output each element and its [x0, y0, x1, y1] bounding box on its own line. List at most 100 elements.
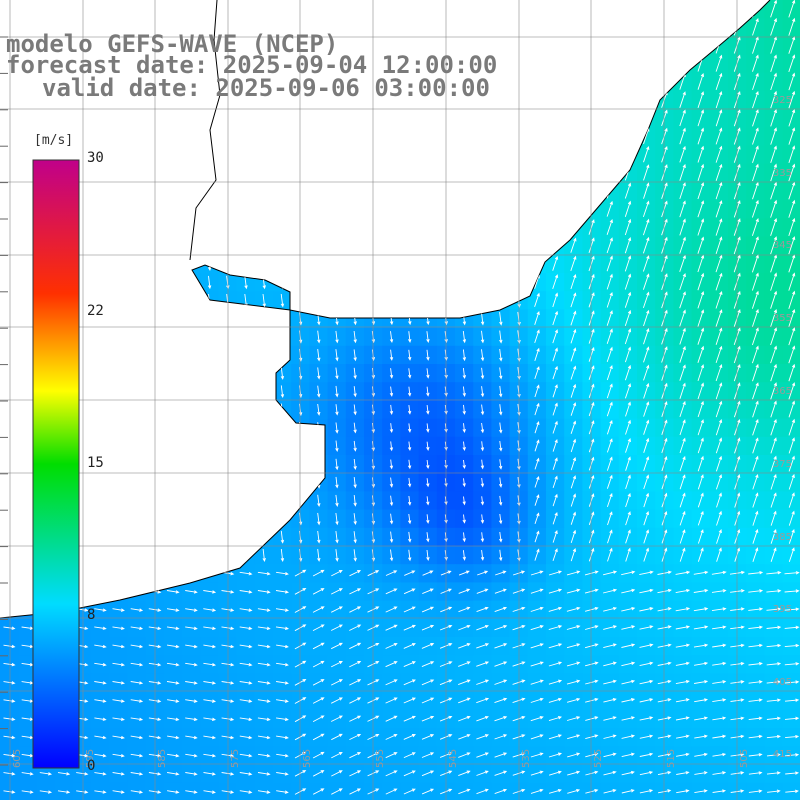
colorbar-tick-30: 30 — [87, 150, 104, 166]
wind-arrow — [643, 492, 650, 508]
speed-cell — [691, 546, 711, 565]
speed-cell — [582, 673, 602, 693]
wind-arrow — [389, 495, 394, 507]
speed-cell — [618, 455, 638, 474]
wind-arrow — [203, 699, 217, 703]
wind-arrow — [606, 219, 613, 235]
wind-arrow — [606, 255, 613, 272]
speed-cell — [400, 691, 420, 711]
wind-arrow — [385, 697, 398, 704]
speed-cell — [527, 546, 547, 565]
wind-arrow — [624, 273, 632, 290]
speed-cell — [546, 455, 565, 474]
wind-arrow — [585, 789, 599, 794]
country-border — [189, 0, 221, 261]
speed-cell — [491, 673, 511, 693]
wind-arrow — [312, 770, 325, 777]
wind-arrow — [770, 145, 777, 163]
wind-arrow — [679, 510, 686, 526]
wind-arrow — [317, 549, 321, 562]
speed-cell — [764, 546, 784, 565]
wind-arrow — [530, 788, 544, 794]
speed-cell — [728, 254, 747, 274]
speed-cell — [400, 709, 420, 729]
wind-arrow — [751, 345, 759, 364]
speed-cell — [473, 564, 492, 583]
speed-cell — [309, 691, 329, 711]
speed-cell — [291, 673, 310, 693]
wind-arrow — [276, 571, 289, 576]
wind-arrow — [94, 735, 107, 740]
wind-arrow — [621, 643, 636, 648]
speed-cell — [673, 655, 693, 674]
wind-arrow — [642, 218, 650, 236]
wind-arrow — [407, 513, 412, 525]
wind-arrow — [480, 386, 485, 398]
speed-cell — [546, 327, 565, 347]
wind-arrow — [784, 571, 800, 575]
speed-cell — [345, 564, 365, 583]
wind-arrow — [748, 698, 763, 702]
wind-arrow — [239, 590, 253, 594]
speed-cell — [455, 691, 474, 711]
speed-cell — [746, 546, 765, 565]
wind-arrow — [788, 473, 795, 490]
wind-arrow — [3, 753, 16, 758]
wind-arrow — [257, 772, 271, 776]
speed-cell — [564, 673, 583, 693]
lon-label: 585 — [157, 749, 168, 768]
speed-cell — [618, 309, 638, 329]
speed-cell — [491, 564, 511, 583]
wind-arrow — [752, 127, 759, 145]
wind-arrow — [389, 513, 394, 525]
wind-arrow — [499, 312, 503, 326]
speed-cell — [691, 764, 711, 784]
speed-cell — [709, 546, 729, 565]
wind-arrow — [639, 698, 654, 703]
speed-cell — [709, 345, 729, 365]
wind-arrow — [679, 437, 686, 454]
wind-arrow — [548, 716, 562, 722]
speed-cell — [455, 709, 474, 729]
wind-arrow — [643, 309, 650, 327]
speed-cell — [564, 746, 583, 765]
wind-arrow — [621, 789, 635, 794]
wind-arrow — [697, 163, 705, 181]
speed-cell — [691, 309, 711, 329]
wind-arrow — [407, 405, 412, 415]
wind-arrow — [766, 716, 781, 721]
wind-arrow — [639, 588, 654, 594]
wind-arrow — [788, 145, 796, 164]
speed-cell — [691, 436, 711, 456]
wind-arrow — [603, 625, 618, 630]
speed-cell — [491, 691, 511, 711]
wind-arrow — [606, 365, 613, 381]
wind-arrow — [94, 699, 107, 703]
lon-label: 595 — [85, 749, 96, 768]
wind-arrow — [166, 644, 180, 649]
speed-cell — [637, 327, 656, 347]
speed-cell — [345, 637, 365, 656]
wind-arrow — [185, 772, 198, 776]
wind-arrow — [694, 716, 709, 721]
wind-arrow — [770, 127, 777, 145]
wind-arrow — [788, 400, 796, 418]
speed-cell — [746, 127, 765, 147]
speed-cell — [655, 746, 674, 765]
wind-arrow — [385, 788, 398, 795]
wind-arrow — [566, 588, 581, 594]
speed-cell — [764, 291, 784, 310]
wind-arrow — [694, 661, 709, 666]
speed-cell — [455, 600, 474, 620]
wind-arrow — [766, 753, 781, 757]
wind-arrow — [494, 588, 507, 594]
speed-cell — [564, 436, 583, 456]
speed-cell — [546, 364, 565, 383]
speed-cell — [746, 491, 765, 511]
wind-arrow — [751, 199, 759, 218]
wind-arrow — [639, 734, 654, 739]
speed-cell — [655, 546, 674, 565]
wind-arrow — [603, 643, 617, 649]
speed-cell — [655, 600, 674, 620]
speed-cell — [382, 564, 401, 583]
